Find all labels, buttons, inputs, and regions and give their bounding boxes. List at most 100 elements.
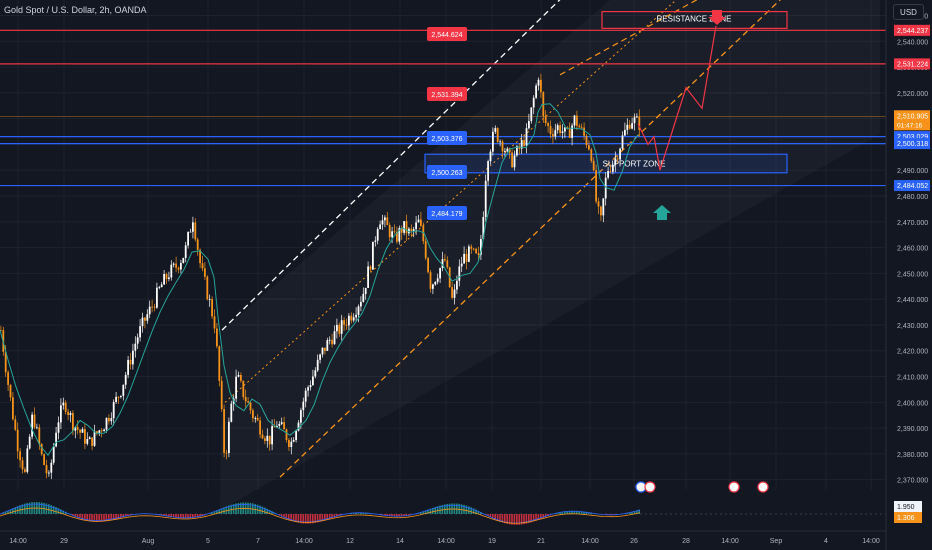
candle-body [79, 429, 81, 433]
candle-body [316, 359, 319, 371]
candle-body [163, 273, 165, 285]
oscillator-bar [79, 514, 81, 519]
candle-body [477, 253, 480, 255]
candle-body [616, 158, 619, 160]
candle-body [259, 420, 261, 435]
y-tick-label: 2,490.000 [897, 168, 928, 175]
oscillator-bar [331, 514, 333, 519]
callout-label: 2,544.624 [431, 32, 462, 39]
candle-body [129, 359, 132, 365]
candle-body [487, 161, 489, 181]
candle-body [568, 128, 571, 138]
x-tick-label: 7 [256, 538, 260, 545]
candle-body [151, 306, 153, 308]
candle-body [208, 299, 211, 300]
oscillator-bar [127, 514, 129, 516]
y-tick-label: 2,540.000 [897, 39, 928, 46]
candle-body [180, 263, 182, 270]
oscillator-bar [429, 508, 432, 514]
oscillator-bar [559, 512, 561, 514]
currency-button[interactable]: USD [893, 4, 924, 20]
oscillator-bar [475, 509, 477, 514]
oscillator-bar [432, 507, 434, 514]
oscillator-bar [424, 510, 427, 514]
candle-body [0, 330, 2, 331]
candle-body [134, 343, 137, 351]
candle-body [393, 231, 396, 233]
candle-body [410, 228, 413, 231]
oscillator-bar [547, 514, 549, 517]
oscillator-bar [588, 512, 590, 514]
candle-body [511, 152, 513, 168]
oscillator-bar [225, 506, 228, 514]
oscillator-bar [520, 514, 523, 525]
candle-body [69, 413, 72, 415]
candle-body [144, 317, 146, 321]
candle-body [609, 170, 612, 172]
oscillator-bar [112, 514, 115, 520]
oscillator-bar [537, 514, 540, 520]
oscillator-bar [88, 514, 91, 522]
candle-body [492, 131, 494, 152]
candle-body [451, 287, 453, 298]
candle-body [324, 347, 326, 351]
candle-body [357, 306, 360, 315]
oscillator-tag-2 [894, 512, 922, 523]
oscillator-bar [55, 507, 57, 514]
candle-body [194, 222, 197, 240]
candle-body [247, 401, 249, 403]
candle-body [463, 253, 465, 264]
oscillator-bar [352, 512, 355, 514]
oscillator-bar [192, 514, 194, 519]
x-tick-label: 12 [346, 538, 354, 545]
oscillator-bar [57, 508, 60, 514]
oscillator-bar [384, 514, 386, 516]
candle-body [501, 141, 504, 152]
candle-body [427, 258, 429, 273]
oscillator-bar [213, 511, 216, 514]
oscillator-bar [160, 514, 163, 516]
candle-body [84, 429, 86, 444]
level-price-tag [894, 138, 930, 150]
candle-body [9, 384, 12, 398]
oscillator-bar [259, 505, 261, 514]
candle-body [290, 441, 293, 447]
candle-body [153, 306, 156, 308]
candle-body [535, 85, 537, 98]
candle-body [62, 402, 65, 406]
candle-body [50, 462, 53, 473]
candle-body [453, 289, 456, 298]
oscillator-bar [434, 507, 436, 514]
candle-body [132, 350, 134, 365]
flag-event-icon [644, 481, 656, 493]
candle-body [201, 263, 204, 269]
candle-body [530, 107, 533, 122]
oscillator-bar [400, 514, 403, 517]
oscillator-bar [91, 514, 93, 522]
candle-body [280, 422, 283, 425]
oscillator-bar [194, 514, 196, 518]
x-tick-label: 14:00 [721, 538, 739, 545]
oscillator-bar [338, 514, 340, 516]
candle-body [475, 248, 477, 254]
oscillator-bar [633, 511, 636, 514]
candle-body [309, 385, 312, 388]
down-arrow-icon [708, 10, 726, 25]
candle-body [446, 260, 449, 268]
candle-body [321, 347, 324, 355]
candle-body [242, 380, 245, 397]
candle-body [220, 380, 223, 410]
candle-body [468, 246, 470, 262]
candle-body [336, 324, 338, 332]
oscillator-bar [544, 514, 547, 517]
callout-box [427, 165, 467, 179]
candles [0, 73, 641, 480]
oscillator-bar [568, 510, 571, 514]
oscillator-signal-line-2 [0, 507, 641, 524]
candle-body [552, 134, 554, 137]
oscillator-bar [300, 514, 302, 524]
oscillator-bar [60, 509, 62, 514]
candle-body [633, 117, 636, 124]
candle-body [355, 314, 357, 318]
